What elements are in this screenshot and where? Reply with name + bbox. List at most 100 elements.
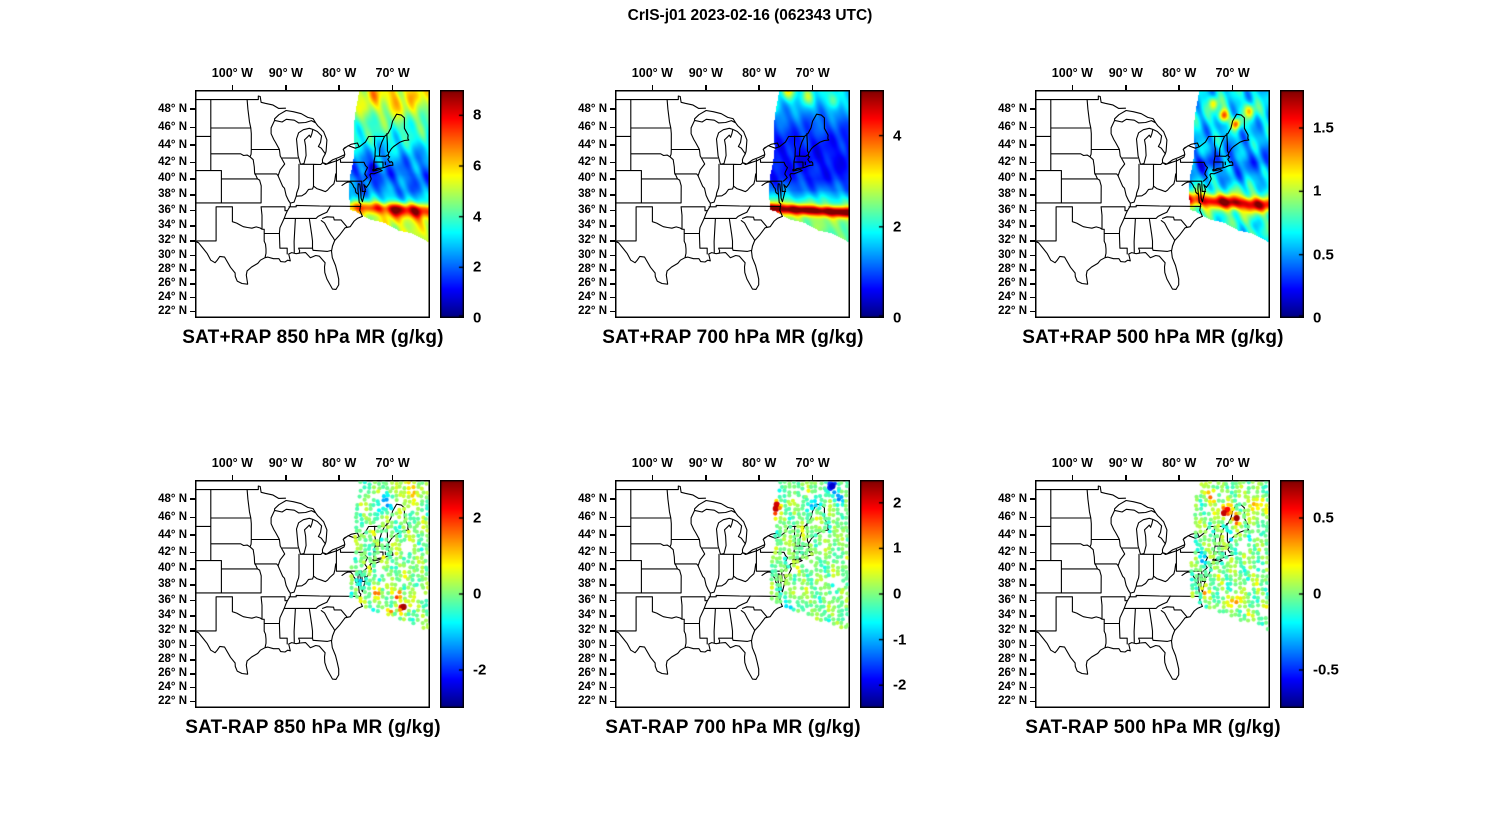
colorbar: 0 2 4 6 8 <box>440 90 481 327</box>
colorbar-tick-label: 0 <box>473 309 482 327</box>
latitude-tick-label: 42° N <box>158 545 187 558</box>
satellite-footprint-dots <box>195 480 430 708</box>
figure-title: CrIS-j01 2023-02-16 (062343 UTC) <box>627 7 873 24</box>
latitude-tick-label: 46° N <box>998 120 1027 133</box>
latitude-tick-mark <box>1030 551 1035 554</box>
latitude-tick-label: 26° N <box>158 667 187 680</box>
latitude-tick-mark <box>1030 534 1035 536</box>
longitude-tick-label: 70° W <box>375 66 410 80</box>
longitude-tick-label: 80° W <box>322 456 357 470</box>
us-state-outlines <box>195 90 430 318</box>
latitude-tick-mark <box>190 659 195 661</box>
latitude-tick-mark <box>610 686 615 689</box>
panel-sat-minus-rap-500: 100° W 90° W 80° W 70° W 48° N 46° N 44° N 42° … <box>998 456 1365 772</box>
latitude-tick-label: 40° N <box>578 172 607 185</box>
longitude-tick-label: 90° W <box>1108 456 1143 470</box>
latitude-tick-label: 30° N <box>578 638 607 651</box>
longitude-tick-mark <box>758 85 760 90</box>
colorbar-tick-label: -1 <box>893 631 907 649</box>
latitude-tick-label: 46° N <box>158 510 187 523</box>
latitude-tick-mark <box>190 498 195 500</box>
colorbar-gradient <box>1280 480 1304 708</box>
panel-title: SAT+RAP 850 hPa MR (g/kg) <box>182 327 444 348</box>
latitude-tick-label: 30° N <box>158 638 187 651</box>
latitude-tick-label: 38° N <box>998 578 1027 591</box>
longitude-tick-label: 100° W <box>631 66 673 80</box>
longitude-tick-mark <box>811 475 814 480</box>
colorbar-tick-label: 6 <box>473 157 482 175</box>
longitude-tick-mark <box>391 475 394 480</box>
panel-sat-plus-rap-500: 100° W 90° W 80° W 70° W 48° N 46° N 44° N 42° … <box>998 66 1365 382</box>
latitude-tick-label: 36° N <box>998 594 1027 607</box>
latitude-tick-label: 24° N <box>578 681 607 694</box>
latitude-tick-mark <box>610 498 615 500</box>
latitude-tick-mark <box>190 599 195 602</box>
satellite-footprint-dots <box>615 480 850 708</box>
latitude-tick-mark <box>190 269 195 271</box>
colorbar-gradient <box>440 90 464 318</box>
latitude-tick-mark <box>190 194 195 196</box>
latitude-tick-mark <box>190 108 195 110</box>
latitude-tick-label: 46° N <box>578 120 607 133</box>
latitude-tick-mark <box>610 240 615 242</box>
colorbar-tick-label: 0 <box>1313 309 1322 327</box>
latitude-tick-label: 40° N <box>158 172 187 185</box>
latitude-tick-mark <box>1030 659 1035 661</box>
latitude-tick-mark <box>1030 686 1035 689</box>
latitude-tick-mark <box>610 310 615 313</box>
latitude-tick-mark <box>610 209 615 212</box>
latitude-tick-mark <box>190 534 195 536</box>
latitude-tick-label: 48° N <box>158 492 187 505</box>
latitude-tick-mark <box>1030 644 1035 647</box>
latitude-tick-label: 28° N <box>578 653 607 666</box>
colorbar-tick-label: 8 <box>473 106 482 124</box>
latitude-tick-mark <box>610 630 615 632</box>
colorbar-tick-label: 4 <box>893 127 902 145</box>
longitude-tick-label: 70° W <box>795 456 830 470</box>
longitude-tick-label: 70° W <box>375 456 410 470</box>
latitude-tick-mark <box>190 310 195 313</box>
latitude-tick-label: 48° N <box>998 492 1027 505</box>
longitude-tick-mark <box>285 475 287 480</box>
latitude-tick-mark <box>190 225 195 227</box>
latitude-tick-label: 46° N <box>158 120 187 133</box>
longitude-tick-mark <box>285 85 287 90</box>
colorbar-tick-label: -0.5 <box>1313 661 1339 679</box>
longitude-tick-mark <box>1231 85 1234 90</box>
colorbar-tick-label: 0 <box>1313 585 1322 603</box>
longitude-tick-mark <box>391 85 394 90</box>
latitude-tick-mark <box>1030 700 1035 703</box>
latitude-tick-mark <box>1030 108 1035 110</box>
longitude-tick-mark <box>651 475 654 480</box>
longitude-tick-mark <box>231 475 234 480</box>
longitude-tick-mark <box>705 475 707 480</box>
latitude-tick-mark <box>190 568 195 570</box>
colorbar-tick-label: 0.5 <box>1313 509 1334 527</box>
longitude-tick-label: 70° W <box>1215 456 1250 470</box>
latitude-tick-mark <box>610 568 615 570</box>
latitude-tick-label: 28° N <box>998 653 1027 666</box>
longitude-tick-mark <box>705 85 707 90</box>
latitude-tick-mark <box>610 599 615 602</box>
longitude-tick-mark <box>651 85 654 90</box>
panel-sat-minus-rap-850: 100° W 90° W 80° W 70° W 48° N 46° N 44° N 42° … <box>158 456 525 772</box>
latitude-tick-label: 38° N <box>998 188 1027 201</box>
latitude-tick-mark <box>1030 584 1035 586</box>
latitude-tick-label: 34° N <box>578 219 607 232</box>
latitude-tick-label: 48° N <box>578 492 607 505</box>
longitude-tick-label: 100° W <box>211 66 253 80</box>
longitude-tick-label: 80° W <box>1162 456 1197 470</box>
latitude-tick-mark <box>190 240 195 242</box>
latitude-tick-label: 42° N <box>998 155 1027 168</box>
latitude-tick-label: 38° N <box>158 188 187 201</box>
colorbar-tick-label: 1.5 <box>1313 119 1334 137</box>
latitude-tick-label: 32° N <box>158 234 187 247</box>
latitude-tick-label: 44° N <box>158 528 187 541</box>
latitude-tick-label: 24° N <box>578 291 607 304</box>
longitude-tick-mark <box>758 475 760 480</box>
latitude-tick-label: 36° N <box>578 594 607 607</box>
latitude-tick-label: 44° N <box>578 528 607 541</box>
colorbar-tick-label: 0 <box>473 585 482 603</box>
colorbar: -2 -1 0 1 2 <box>860 480 906 708</box>
